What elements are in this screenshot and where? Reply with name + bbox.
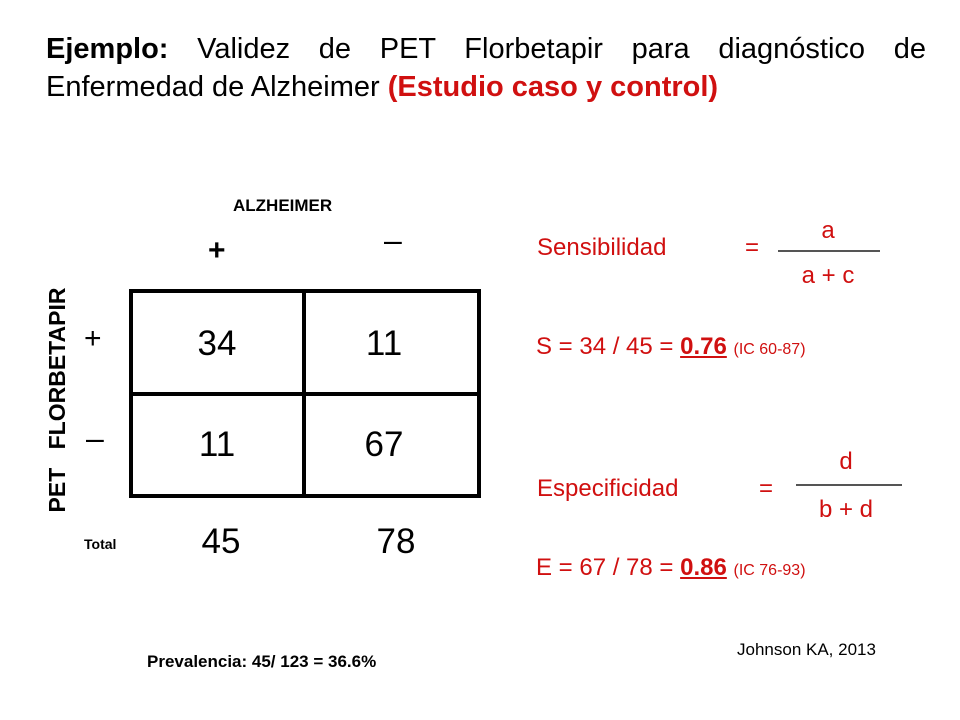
specificity-numerator: d (839, 448, 853, 475)
total-negative: 78 (376, 522, 416, 561)
specificity-result-value: 0.86 (680, 554, 727, 581)
prevalence-note: Prevalencia: 45/ 123 = 36.6% (147, 652, 377, 671)
title-highlight: (Estudio caso y control) (387, 71, 719, 103)
specificity-result-prefix: E = 67 / 78 = (536, 554, 681, 581)
specificity-denominator: b + d (818, 496, 874, 523)
sensitivity-ci: (IC 60-87) (733, 341, 806, 358)
sensitivity-result: S = 34 / 45 = 0.76 (IC 60-87) (536, 333, 806, 361)
row-positive-label: + (84, 322, 102, 355)
title-main: Validez de PET Florbetapir para diagnóst… (46, 33, 926, 103)
specificity-ci: (IC 76-93) (733, 562, 806, 579)
cell-false-negative: 11 (198, 425, 236, 464)
cell-true-positive: 34 (197, 324, 237, 363)
specificity-result: E = 67 / 78 = 0.86 (IC 76-93) (536, 554, 806, 582)
specificity-equals: = (759, 475, 774, 502)
row-negative-label: – (86, 420, 104, 456)
column-negative-label: – (384, 222, 402, 258)
column-positive-label: + (208, 234, 226, 267)
specificity-label: Especificidad (537, 475, 679, 502)
slide-title: Ejemplo: Validez de PET Florbetapir para… (46, 30, 926, 106)
total-label: Total (84, 536, 117, 552)
total-positive: 45 (201, 522, 241, 561)
citation: Johnson KA, 2013 (737, 640, 876, 659)
sensitivity-label: Sensibilidad (537, 234, 667, 261)
sensitivity-fraction-line (778, 250, 880, 252)
cell-false-positive: 11 (365, 324, 403, 363)
title-prefix: Ejemplo: (46, 33, 169, 65)
column-header-alzheimer: ALZHEIMER (233, 196, 333, 215)
table-divider-horizontal (129, 392, 481, 396)
sensitivity-result-prefix: S = 34 / 45 = (536, 333, 681, 360)
row-axis-label: PET FLORBETAPIR (44, 287, 70, 513)
cell-true-negative: 67 (364, 425, 404, 464)
sensitivity-equals: = (745, 234, 760, 261)
sensitivity-result-value: 0.76 (680, 333, 727, 360)
sensitivity-denominator: a + c (801, 262, 855, 289)
specificity-fraction-line (796, 484, 902, 486)
sensitivity-numerator: a (821, 217, 835, 244)
